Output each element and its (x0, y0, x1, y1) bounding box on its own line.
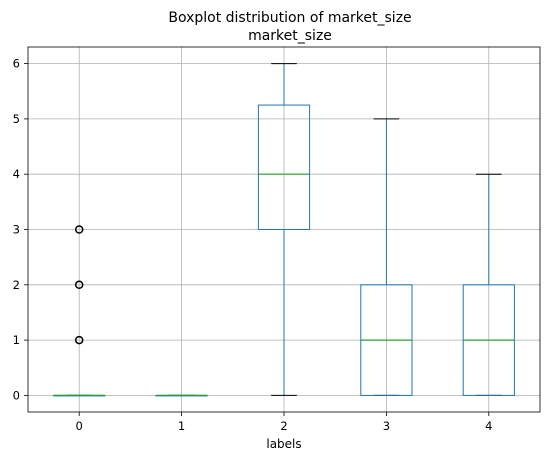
y-tick-label: 2 (13, 278, 20, 292)
box-body (257, 104, 311, 230)
x-tick-label: 4 (485, 419, 492, 433)
x-axis-label: labels (266, 437, 301, 451)
box-2 (257, 63, 311, 396)
y-tick-label: 0 (13, 388, 20, 402)
box-4 (462, 173, 515, 396)
axis-ticks: 0 1 2 3 4 5 6 0 1 2 3 4 (13, 57, 493, 433)
y-tick-label: 4 (13, 167, 20, 181)
x-tick-label: 1 (178, 419, 185, 433)
x-tick-label: 0 (76, 419, 83, 433)
y-tick-label: 3 (13, 223, 20, 237)
box-1 (155, 394, 208, 397)
x-tick-label: 2 (280, 419, 287, 433)
box-3 (360, 118, 413, 396)
outlier-point (74, 280, 84, 290)
y-tick-label: 5 (13, 112, 20, 126)
x-tick-label: 3 (383, 419, 390, 433)
y-tick-label: 6 (13, 57, 20, 71)
box-series (53, 63, 515, 397)
outlier-point (74, 225, 84, 234)
outlier-point (74, 335, 84, 345)
box-0 (53, 225, 106, 397)
chart-subtitle: market_size (248, 28, 332, 44)
chart-title: Boxplot distribution of market_size (168, 10, 411, 26)
y-tick-label: 1 (13, 333, 20, 347)
